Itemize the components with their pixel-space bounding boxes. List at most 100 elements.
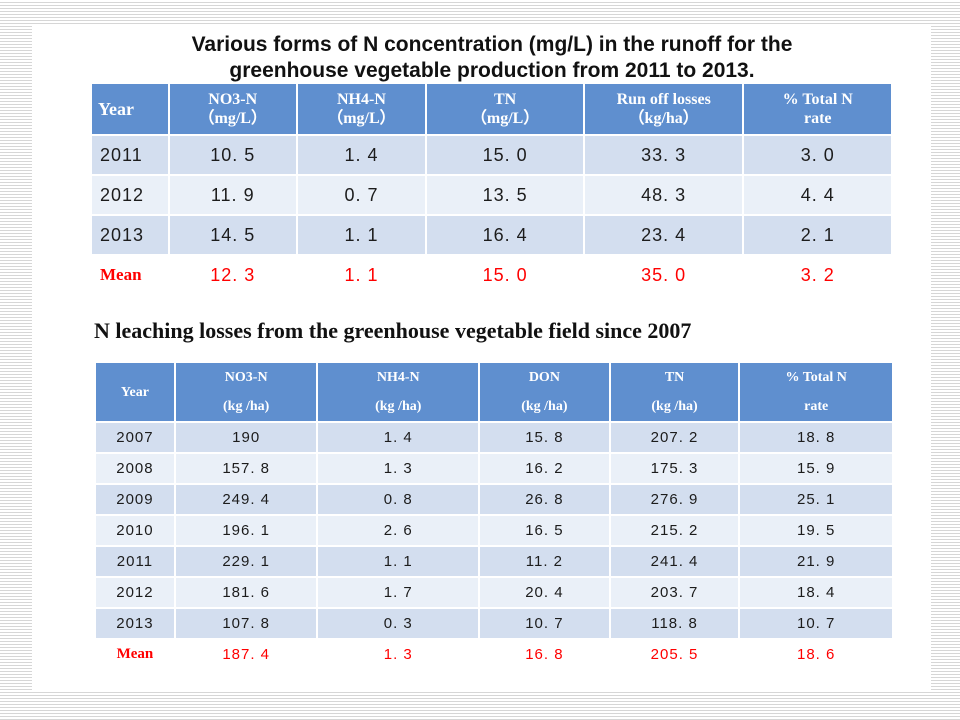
table-row: 2013 14. 5 1. 1 16. 4 23. 4 2. 1 (90, 214, 893, 256)
header-nh4n: NH4-N （mg/L） (295, 82, 428, 136)
table-cell: 2009 (94, 483, 176, 516)
header-label: NH4-N (337, 91, 386, 108)
header-nh4n: NH4-N (kg /ha) (316, 361, 481, 423)
table1-title-line2: greenhouse vegetable production from 201… (229, 59, 755, 82)
table-row: 2011 229. 1 1. 1 11. 2 241. 4 21. 9 (94, 545, 894, 578)
header-label: Run off losses (616, 91, 711, 108)
table-row: 2013 107. 8 0. 3 10. 7 118. 8 10. 7 (94, 607, 894, 640)
table-cell: 2012 (90, 174, 170, 216)
table-cell: 11. 2 (478, 545, 611, 578)
table-header-row: Year NO3-N （mg/L） NH4-N （mg/L） TN （mg/L） Ru… (90, 82, 893, 136)
table-cell: 276. 9 (608, 483, 741, 516)
table-cell: 23. 4 (582, 214, 745, 256)
table-cell: 175. 3 (608, 452, 741, 485)
table-cell: 15. 9 (738, 452, 894, 485)
header-don: DON (kg /ha) (478, 361, 611, 423)
table-row: 2011 10. 5 1. 4 15. 0 33. 3 3. 0 (90, 134, 893, 176)
header-label: TN (664, 370, 685, 385)
table-cell: 229. 1 (173, 545, 319, 578)
header-total-n: % Total N rate (742, 82, 893, 136)
table1-title: Various forms of N concentration (mg/L) … (152, 32, 832, 84)
table-cell: 203. 7 (608, 576, 741, 609)
header-unit: （mg/L） (198, 110, 267, 127)
table-cell: 21. 9 (738, 545, 894, 578)
mean-cell: 15. 0 (425, 254, 585, 296)
leaching-table: Year NO3-N (kg /ha) NH4-N (kg /ha) DON (kg … (94, 361, 894, 671)
header-label: DON (528, 370, 560, 385)
table-cell: 1. 3 (316, 452, 481, 485)
table-cell: 118. 8 (608, 607, 741, 640)
table-cell: 4. 4 (742, 174, 893, 216)
table-cell: 190 (173, 421, 319, 454)
mean-cell: 1. 1 (295, 254, 428, 296)
table-cell: 1. 4 (295, 134, 428, 176)
table-cell: 16. 2 (478, 452, 611, 485)
table-cell: 2013 (94, 607, 176, 640)
table-cell: 1. 1 (316, 545, 481, 578)
mean-cell: 3. 2 (742, 254, 893, 296)
mean-cell: 35. 0 (582, 254, 745, 296)
table-header-row: Year NO3-N (kg /ha) NH4-N (kg /ha) DON (kg … (94, 361, 894, 423)
table-cell: 0. 3 (316, 607, 481, 640)
table-cell: 0. 7 (295, 174, 428, 216)
table-cell: 2012 (94, 576, 176, 609)
table-row: 2009 249. 4 0. 8 26. 8 276. 9 25. 1 (94, 483, 894, 516)
table-cell: 181. 6 (173, 576, 319, 609)
mean-row: Mean 12. 3 1. 1 15. 0 35. 0 3. 2 (90, 254, 893, 296)
runoff-table: Year NO3-N （mg/L） NH4-N （mg/L） TN （mg/L） Ru… (90, 82, 893, 296)
table-cell: 10. 7 (478, 607, 611, 640)
header-unit: (kg /ha) (521, 399, 568, 414)
header-unit: （mg/L） (327, 110, 396, 127)
mean-cell: 16. 8 (478, 638, 611, 671)
header-runoff: Run off losses （kg/ha） (582, 82, 745, 136)
header-unit: rate (803, 110, 832, 127)
table-cell: 18. 4 (738, 576, 894, 609)
table-row: 2008 157. 8 1. 3 16. 2 175. 3 15. 9 (94, 452, 894, 485)
mean-cell: 12. 3 (167, 254, 298, 296)
table-cell: 10. 7 (738, 607, 894, 640)
table-cell: 2013 (90, 214, 170, 256)
slide: Various forms of N concentration (mg/L) … (32, 24, 931, 690)
table-cell: 2. 1 (742, 214, 893, 256)
table-cell: 20. 4 (478, 576, 611, 609)
header-label: NO3-N (224, 370, 268, 385)
table-cell: 15. 0 (425, 134, 585, 176)
table-cell: 16. 4 (425, 214, 585, 256)
header-unit: rate (804, 399, 829, 414)
table-row: 2012 181. 6 1. 7 20. 4 203. 7 18. 4 (94, 576, 894, 609)
table-cell: 10. 5 (167, 134, 298, 176)
table-cell: 25. 1 (738, 483, 894, 516)
header-no3n: NO3-N (kg /ha) (173, 361, 319, 423)
table2-title: N leaching losses from the greenhouse ve… (94, 318, 692, 343)
table-cell: 2007 (94, 421, 176, 454)
header-no3n: NO3-N （mg/L） (167, 82, 298, 136)
table-row: 2007 190 1. 4 15. 8 207. 2 18. 8 (94, 421, 894, 454)
header-label: % Total N (782, 91, 853, 108)
table-cell: 2011 (90, 134, 170, 176)
header-unit: (kg /ha) (375, 399, 422, 414)
header-label: NO3-N (208, 91, 258, 108)
header-label: NH4-N (376, 370, 420, 385)
table-cell: 2008 (94, 452, 176, 485)
header-tn: TN (kg /ha) (608, 361, 741, 423)
table-cell: 18. 8 (738, 421, 894, 454)
table-cell: 107. 8 (173, 607, 319, 640)
table-cell: 249. 4 (173, 483, 319, 516)
header-unit: (kg /ha) (223, 399, 270, 414)
mean-cell: 187. 4 (173, 638, 319, 671)
table1-title-line1: Various forms of N concentration (mg/L) … (191, 33, 793, 56)
table-cell: 241. 4 (608, 545, 741, 578)
table-cell: 48. 3 (582, 174, 745, 216)
table-cell: 215. 2 (608, 514, 741, 547)
table-cell: 16. 5 (478, 514, 611, 547)
table-cell: 207. 2 (608, 421, 741, 454)
header-unit: （kg/ha） (628, 110, 699, 127)
table-row: 2010 196. 1 2. 6 16. 5 215. 2 19. 5 (94, 514, 894, 547)
table-cell: 157. 8 (173, 452, 319, 485)
header-tn: TN （mg/L） (425, 82, 585, 136)
header-label: Year (120, 384, 149, 400)
table-cell: 0. 8 (316, 483, 481, 516)
header-label: % Total N (785, 370, 847, 385)
header-year: Year (94, 361, 176, 423)
mean-cell: 18. 6 (738, 638, 894, 671)
